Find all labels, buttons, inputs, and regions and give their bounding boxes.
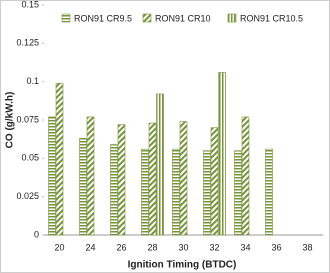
x-tick-label: 30 <box>178 242 188 252</box>
bar <box>110 144 118 236</box>
x-tick-label: 38 <box>302 242 312 252</box>
bar <box>79 138 87 236</box>
bar <box>210 127 219 236</box>
legend-label: RON91 CR10.5 <box>240 13 303 23</box>
y-tick-label: 0 <box>34 229 39 239</box>
x-tick-label: 28 <box>147 242 157 252</box>
bar <box>179 121 188 236</box>
bar <box>172 148 180 236</box>
x-tick-label: 24 <box>85 242 95 252</box>
legend-swatch <box>61 13 71 23</box>
x-tick-label: 36 <box>271 242 281 252</box>
legend-swatch <box>142 13 152 23</box>
bar <box>141 148 149 236</box>
bar <box>86 116 95 236</box>
bar <box>218 72 226 236</box>
bar <box>117 124 126 236</box>
bar <box>234 150 242 236</box>
y-tick-label: 0.075 <box>16 114 39 124</box>
bar <box>203 150 211 236</box>
y-tick-label: 0.125 <box>16 38 39 48</box>
x-tick-label: 26 <box>116 242 126 252</box>
y-tick-label: 0.025 <box>16 191 39 201</box>
x-tick-label: 34 <box>240 242 250 252</box>
legend-label: RON91 CR10 <box>155 13 211 23</box>
x-tick-label: 20 <box>54 242 64 252</box>
bar <box>241 116 250 236</box>
y-tick-label: 0.1 <box>26 76 39 86</box>
x-tick-label: 32 <box>209 242 219 252</box>
legend-swatch <box>227 13 237 23</box>
bar <box>48 116 56 236</box>
bar <box>156 93 164 236</box>
x-axis-label: Ignition Timing (BTDC) <box>128 260 237 271</box>
y-tick-label: 0.15 <box>21 0 39 9</box>
bar <box>148 122 157 236</box>
legend-label: RON91 CR9.5 <box>74 13 132 23</box>
bar <box>265 148 273 236</box>
bar <box>55 82 64 236</box>
y-axis-label: CO (g/kW.h) <box>5 92 16 149</box>
y-tick-label: 0.05 <box>21 153 39 163</box>
